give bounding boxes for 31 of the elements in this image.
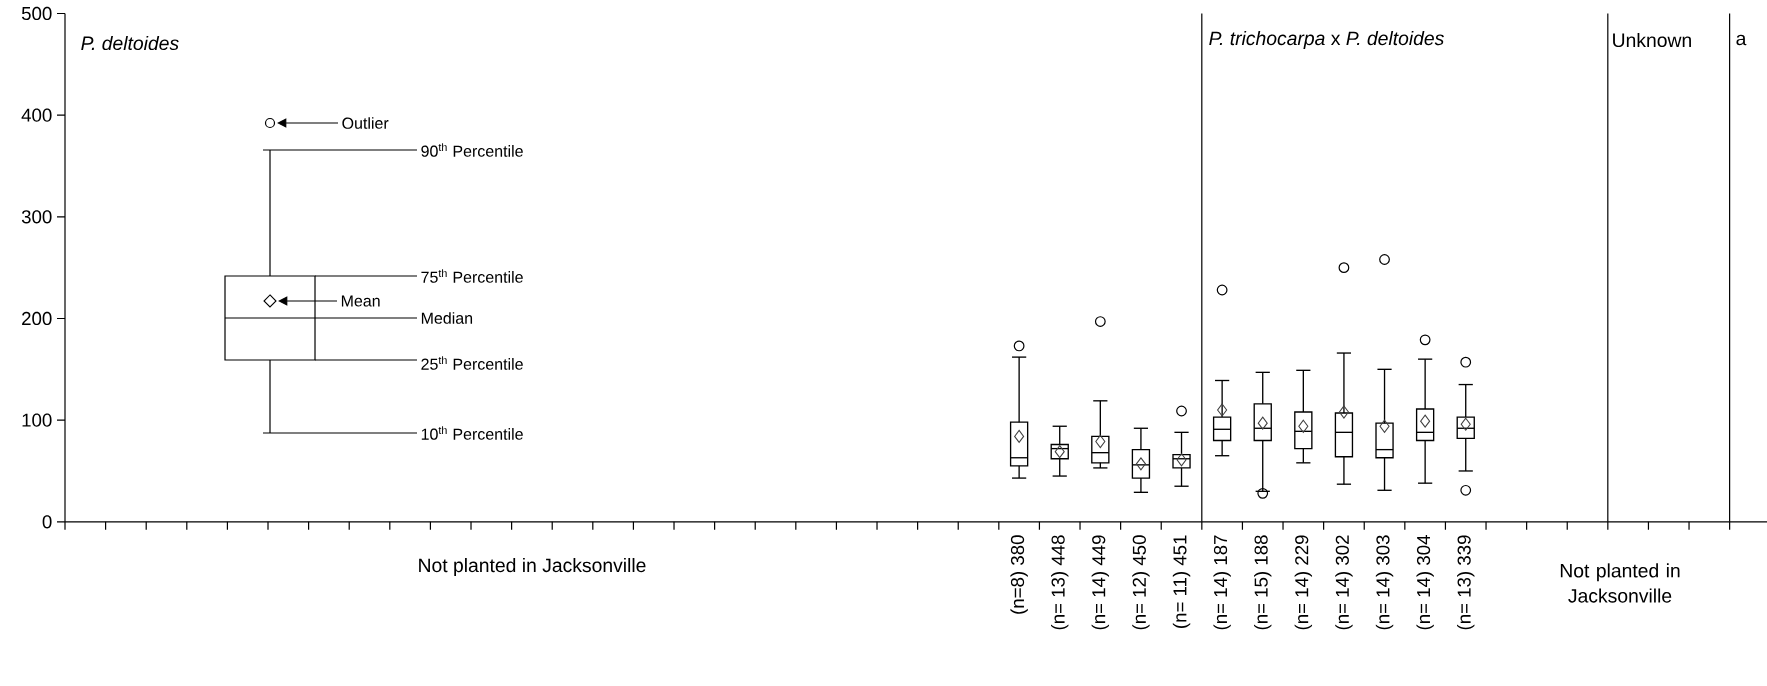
x-tick-label: (n= 11) 451 bbox=[1172, 535, 1191, 628]
x-tick-label: (n= 14) 449 bbox=[1091, 535, 1110, 630]
x-tick-label: (n= 12) 450 bbox=[1132, 535, 1150, 630]
annotation: P. deltoides bbox=[81, 35, 179, 51]
annotation: 25$^{th}$ Percentile bbox=[421, 356, 523, 370]
annotation: 75$^{th}$ Percentile bbox=[421, 269, 523, 283]
annotation: Outlier bbox=[342, 117, 389, 129]
x-tick-label: (n= 14) 302 bbox=[1335, 535, 1353, 630]
x-tick-label: (n= 14) 187 bbox=[1213, 535, 1231, 630]
x-tick-label: (n= 14) 304 bbox=[1416, 535, 1434, 630]
x-tick-label: (n= 14) 229 bbox=[1294, 535, 1313, 630]
annotation: P. trichocarpa x P. deltoides bbox=[1209, 30, 1444, 50]
annotation: Mean bbox=[341, 295, 380, 307]
x-tick-label: (n= 13) 339 bbox=[1457, 535, 1475, 630]
y-tick-label: 0 bbox=[42, 515, 52, 529]
annotation: Median bbox=[421, 312, 473, 324]
y-tick-label: 100 bbox=[22, 413, 52, 427]
x-tick-label: (n= 14) 303 bbox=[1375, 535, 1394, 630]
y-tick-label: 200 bbox=[22, 311, 52, 326]
annotation: Unknown bbox=[1613, 32, 1691, 48]
annotation: 90$^{th}$ Percentile bbox=[421, 143, 523, 157]
annotation: a bbox=[1736, 34, 1747, 46]
text: Not planted in Jacksonville bbox=[1560, 563, 1680, 603]
x-tick-label: (n=8) 380 bbox=[1010, 535, 1028, 614]
text: Not planted in Jacksonville bbox=[419, 557, 646, 577]
x-tick-label: (n= 13) 448 bbox=[1051, 535, 1069, 630]
annotation: 10$^{th}$ Percentile bbox=[421, 426, 523, 440]
x-tick-label: (n= 15) 188 bbox=[1254, 535, 1272, 630]
y-tick-label: 300 bbox=[21, 210, 52, 224]
y-tick-label: 400 bbox=[21, 108, 52, 122]
y-tick-label: 500 bbox=[21, 6, 52, 21]
